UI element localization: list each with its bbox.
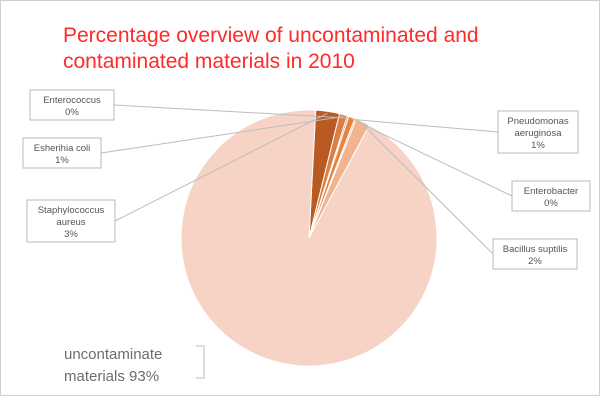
label-text: 1%	[531, 140, 545, 151]
label-text: 2%	[528, 256, 542, 267]
label-box	[497, 110, 579, 154]
label-text: uncontaminate	[64, 346, 162, 363]
label-text: materials 93%	[64, 368, 159, 385]
slice-label-uncontaminate: uncontaminate materials 93%	[64, 345, 205, 385]
label-text: aeruginosa	[514, 128, 562, 139]
pie-slices	[180, 109, 438, 367]
label-bracket	[196, 345, 205, 379]
label-text: Enterococcus	[43, 95, 101, 106]
leader-line	[351, 118, 499, 133]
label-box	[26, 199, 116, 243]
label-text: Bacillus suptilis	[503, 244, 568, 255]
label-text: Enterobacter	[524, 186, 578, 197]
label-box	[492, 238, 578, 270]
label-text: 1%	[55, 155, 69, 166]
leader-line	[361, 123, 494, 255]
label-text: Pneudomonas	[507, 116, 569, 127]
label-box	[511, 180, 591, 212]
label-text: 0%	[65, 107, 79, 118]
leader-line	[354, 120, 513, 197]
label-text: 0%	[544, 198, 558, 209]
label-text: Staphylococcus	[38, 205, 105, 216]
label-text: Esherihia coli	[34, 143, 91, 154]
leader-lines	[100, 104, 513, 255]
chart-title: Percentage overview of uncontaminated an…	[63, 24, 479, 73]
leader-line	[114, 112, 328, 222]
label-box	[22, 137, 102, 169]
leader-line	[113, 104, 348, 119]
label-text: 3%	[64, 229, 78, 240]
label-box	[29, 89, 115, 121]
leader-line	[100, 116, 343, 154]
label-text: aureus	[56, 217, 85, 228]
pie-slice-uncontaminate	[180, 109, 438, 367]
